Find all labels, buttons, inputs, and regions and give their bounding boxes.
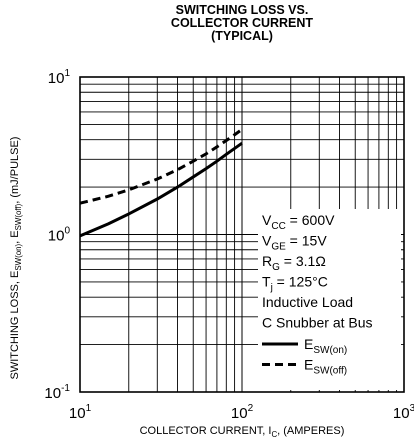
chart-title-line-2: COLLECTOR CURRENT: [170, 16, 314, 30]
y-tick-label: 10-1: [44, 383, 70, 402]
legend-label: ESW(on): [304, 336, 347, 356]
x-axis-label-part: , (AMPERES): [277, 425, 345, 437]
chart-title-line-1: SWITCHING LOSS VS.: [175, 3, 309, 17]
legend-label: ESW(off): [304, 357, 347, 377]
chart-title-line-3: (TYPICAL): [211, 29, 273, 43]
x-axis-label-part: COLLECTOR CURRENT, I: [139, 425, 272, 437]
series-curves: [79, 128, 243, 238]
condition-label: VGE = 15V: [262, 233, 327, 253]
condition-label: VCC = 600V: [262, 212, 335, 232]
tick-labels: 101 102 103 10-1 100 101: [44, 68, 414, 422]
plot-frame: [79, 76, 405, 393]
x-axis-label-sub: C: [271, 430, 278, 440]
x-tick-label: 102: [231, 403, 254, 422]
x-tick-label: 101: [69, 403, 92, 422]
x-axis-label: COLLECTOR CURRENT, IC, (AMPERES): [80, 425, 404, 439]
condition-label: RG = 3.1Ω: [262, 253, 326, 273]
condition-label: Inductive Load: [262, 294, 353, 310]
plot-border: [79, 76, 405, 393]
legend-background: [258, 209, 401, 390]
series-line-esw-off: [79, 128, 243, 205]
y-tick-label: 101: [48, 68, 71, 87]
series-line-esw-on: [79, 141, 243, 238]
condition-label: C Snubber at Bus: [262, 315, 373, 331]
y-tick-label: 100: [48, 226, 71, 245]
condition-label: Tj = 125°C: [262, 274, 328, 294]
chart-title: SWITCHING LOSS VS. COLLECTOR CURRENT (TY…: [80, 4, 404, 43]
x-tick-label: 103: [393, 403, 414, 422]
